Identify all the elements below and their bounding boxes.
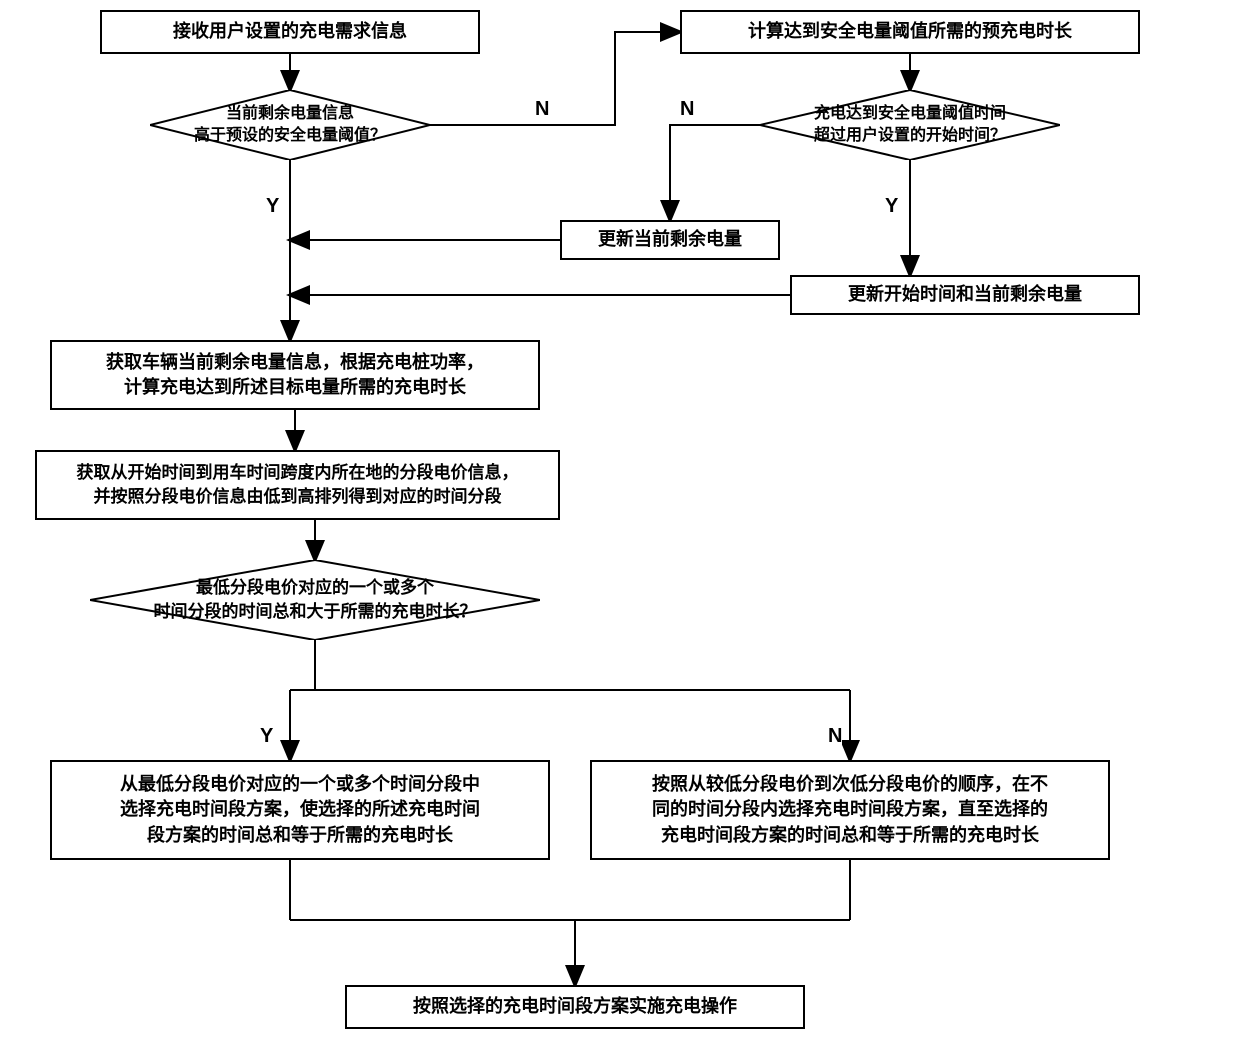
- node-text: 更新开始时间和当前剩余电量: [848, 282, 1082, 307]
- node-n2: 当前剩余电量信息 高于预设的安全电量阈值？: [150, 90, 430, 160]
- edge-label-n4-y: Y: [885, 195, 898, 218]
- edge-label-n2-y: Y: [266, 195, 279, 218]
- label-text: Y: [266, 195, 279, 217]
- node-text: 充电达到安全电量阈值时间 超过用户设置的开始时间？: [814, 103, 1006, 148]
- node-n10: 从最低分段电价对应的一个或多个时间分段中 选择充电时间段方案，使选择的所述充电时…: [50, 760, 550, 860]
- label-text: N: [680, 98, 694, 120]
- node-n9: 最低分段电价对应的一个或多个 时间分段的时间总和大于所需的充电时长？: [90, 560, 540, 640]
- node-n4: 充电达到安全电量阈值时间 超过用户设置的开始时间？: [760, 90, 1060, 160]
- label-text: Y: [885, 195, 898, 217]
- edge-label-n2-n: N: [535, 98, 549, 121]
- label-text: N: [828, 725, 842, 747]
- node-n12: 按照选择的充电时间段方案实施充电操作: [345, 985, 805, 1029]
- node-text: 计算达到安全电量阈值所需的预充电时长: [748, 19, 1072, 44]
- node-n5: 更新当前剩余电量: [560, 220, 780, 260]
- edge-label-n9-n: N: [828, 725, 842, 748]
- edge-label-n9-y: Y: [260, 725, 273, 748]
- node-n7: 获取车辆当前剩余电量信息，根据充电桩功率， 计算充电达到所述目标电量所需的充电时…: [50, 340, 540, 410]
- node-text: 接收用户设置的充电需求信息: [173, 19, 407, 44]
- label-text: Y: [260, 725, 273, 747]
- node-text: 按照选择的充电时间段方案实施充电操作: [413, 994, 737, 1019]
- node-text: 从最低分段电价对应的一个或多个时间分段中 选择充电时间段方案，使选择的所述充电时…: [120, 772, 480, 848]
- node-n1: 接收用户设置的充电需求信息: [100, 10, 480, 54]
- node-text: 当前剩余电量信息 高于预设的安全电量阈值？: [194, 103, 386, 148]
- node-n6: 更新开始时间和当前剩余电量: [790, 275, 1140, 315]
- label-text: N: [535, 98, 549, 120]
- edge-label-n4-n: N: [680, 98, 694, 121]
- node-text: 获取车辆当前剩余电量信息，根据充电桩功率， 计算充电达到所述目标电量所需的充电时…: [106, 350, 484, 400]
- node-n11: 按照从较低分段电价到次低分段电价的顺序，在不 同的时间分段内选择充电时间段方案，…: [590, 760, 1110, 860]
- node-n3: 计算达到安全电量阈值所需的预充电时长: [680, 10, 1140, 54]
- node-text: 按照从较低分段电价到次低分段电价的顺序，在不 同的时间分段内选择充电时间段方案，…: [652, 772, 1048, 848]
- node-n8: 获取从开始时间到用车时间跨度内所在地的分段电价信息， 并按照分段电价信息由低到高…: [35, 450, 560, 520]
- node-text: 最低分段电价对应的一个或多个 时间分段的时间总和大于所需的充电时长？: [154, 576, 477, 624]
- node-text: 获取从开始时间到用车时间跨度内所在地的分段电价信息， 并按照分段电价信息由低到高…: [77, 461, 519, 509]
- node-text: 更新当前剩余电量: [598, 227, 742, 252]
